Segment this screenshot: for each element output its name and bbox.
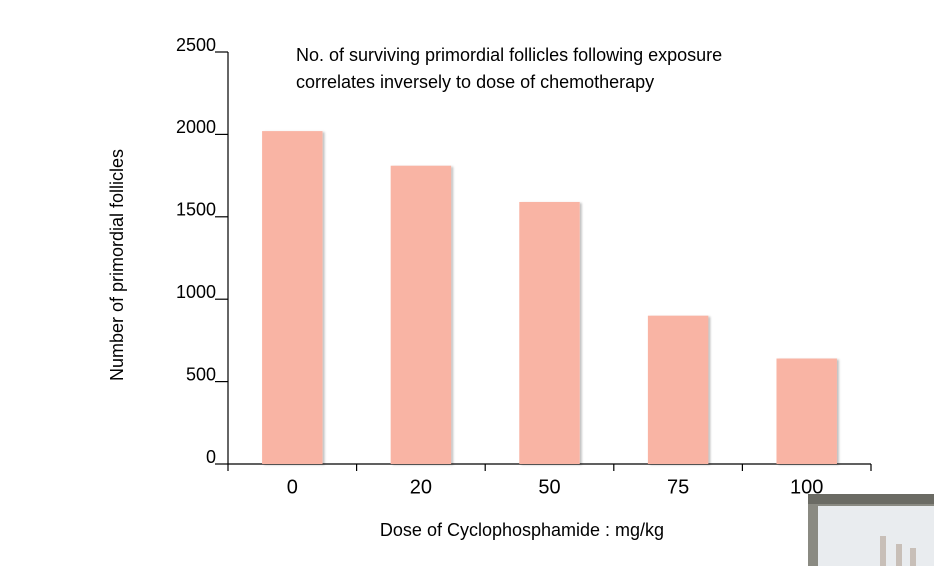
x-tick-label: 20: [410, 476, 432, 498]
chart-title: No. of surviving primordial follicles fo…: [296, 45, 722, 65]
x-tick-label: 100: [790, 476, 823, 498]
bar: [390, 165, 452, 464]
x-tick-label: 75: [667, 476, 689, 498]
chart-title: correlates inversely to dose of chemothe…: [296, 72, 654, 92]
bar: [262, 131, 323, 464]
video-thumbnail: [808, 494, 934, 566]
y-tick-label: 2500: [176, 35, 216, 55]
bar: [519, 201, 580, 464]
y-tick-label: 500: [186, 364, 216, 384]
x-axis-label: Dose of Cyclophosphamide : mg/kg: [380, 520, 664, 540]
bar: [776, 358, 837, 464]
y-tick-label: 0: [206, 447, 216, 467]
x-tick-label: 0: [287, 476, 298, 498]
y-axis-label: Number of primordial follicles: [107, 149, 127, 381]
bar: [647, 315, 709, 464]
y-tick-label: 1000: [176, 282, 216, 302]
y-tick-label: 2000: [176, 117, 216, 137]
x-tick-label: 50: [538, 476, 560, 498]
y-tick-label: 1500: [176, 200, 216, 220]
